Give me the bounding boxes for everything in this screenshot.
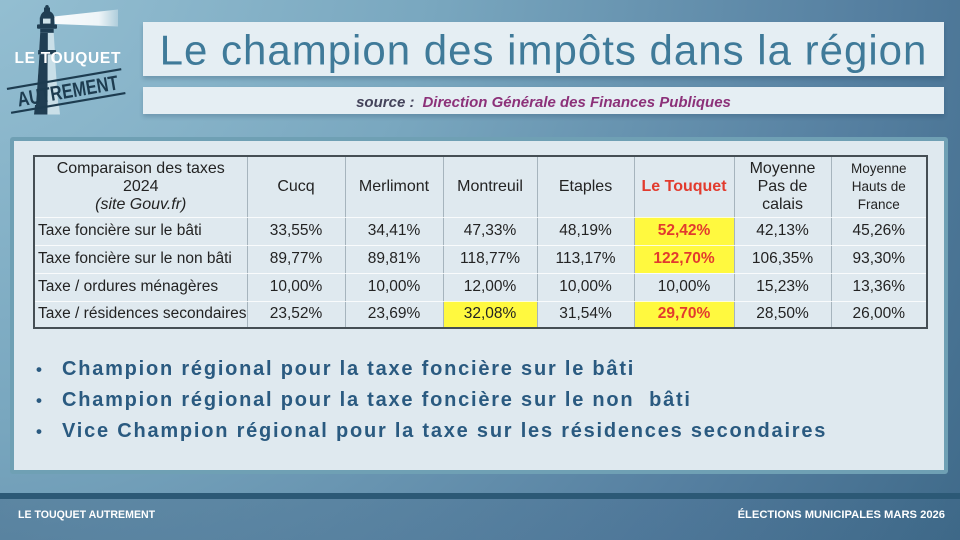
- svg-text:LE TOUQUET: LE TOUQUET: [15, 50, 122, 67]
